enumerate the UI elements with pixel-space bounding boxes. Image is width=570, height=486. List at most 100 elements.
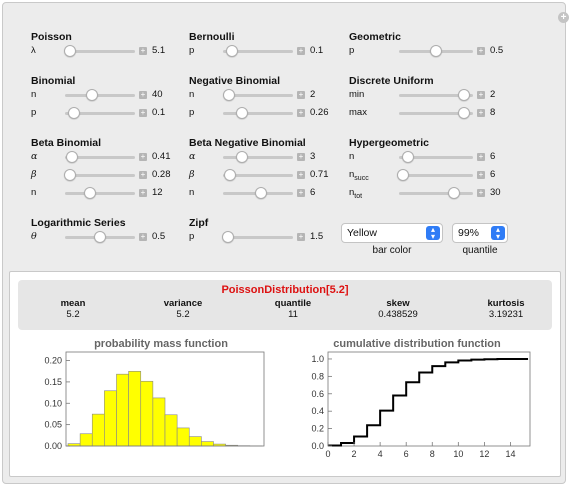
slider-label: α <box>31 151 37 163</box>
pmf-bar <box>152 397 166 447</box>
slider-label: n <box>189 89 194 101</box>
cdf-title: cumulative distribution function <box>333 338 501 350</box>
slider-track[interactable] <box>399 94 473 97</box>
slider-track[interactable] <box>223 156 293 159</box>
slider-label: β <box>189 169 195 181</box>
slider-thumb[interactable] <box>94 231 106 243</box>
slider-row: n +40 <box>31 89 211 101</box>
slider-thumb[interactable] <box>458 107 470 119</box>
slider-track[interactable] <box>399 174 473 177</box>
slider-track[interactable] <box>223 94 293 97</box>
quantile-select[interactable]: 99% ▴ ▾ <box>452 223 508 243</box>
slider-thumb[interactable] <box>84 187 97 199</box>
slider-track[interactable] <box>399 112 473 115</box>
param-group-title: Zipf <box>189 217 209 229</box>
cdf-xtick-label: 12 <box>479 449 489 459</box>
expand-icon[interactable]: + <box>297 90 305 99</box>
param-group-title: Beta Negative Binomial <box>189 137 306 149</box>
expand-icon[interactable]: + <box>139 108 147 117</box>
pmf-bar <box>104 390 117 447</box>
expand-icon[interactable]: + <box>139 90 147 99</box>
expand-icon[interactable]: + <box>139 170 147 179</box>
cdf-ytick-label: 0.8 <box>311 371 324 381</box>
slider-track[interactable] <box>65 50 135 53</box>
slider-label: n <box>31 187 36 199</box>
slider-label-text: β <box>31 169 37 180</box>
slider-label: p <box>31 107 36 119</box>
bar-color-select[interactable]: Yellow ▴ ▾ <box>341 223 443 243</box>
cdf-ytick-label: 0.0 <box>311 441 324 451</box>
slider-thumb[interactable] <box>224 169 237 181</box>
slider-track[interactable] <box>65 192 135 195</box>
slider-track[interactable] <box>223 50 293 53</box>
cdf-ytick-label: 0.6 <box>311 389 324 399</box>
slider-thumb[interactable] <box>430 45 442 57</box>
cdf-ytick-label: 0.4 <box>311 406 324 416</box>
slider-track[interactable] <box>223 174 293 177</box>
expand-icon[interactable]: + <box>297 232 305 241</box>
stat-label: quantile <box>274 298 312 309</box>
slider-track[interactable] <box>65 174 135 177</box>
expand-icon[interactable]: + <box>297 46 305 55</box>
param-group-title: Bernoulli <box>189 31 235 43</box>
slider-thumb[interactable] <box>66 151 79 163</box>
expand-icon[interactable]: + <box>477 90 485 99</box>
slider-label: n <box>31 89 36 101</box>
slider-track[interactable] <box>399 192 473 195</box>
expand-icon[interactable]: + <box>477 188 485 197</box>
param-group-title: Negative Binomial <box>189 75 281 87</box>
slider-value: 12 <box>152 187 163 198</box>
slider-track[interactable] <box>65 94 135 97</box>
slider-track[interactable] <box>223 112 293 115</box>
slider-label: p <box>189 45 194 57</box>
expand-icon[interactable]: + <box>139 188 147 197</box>
slider-value: 40 <box>152 89 163 100</box>
cdf-frame <box>327 351 531 447</box>
slider-row: n +6 <box>189 187 369 199</box>
cdf-xtick-label: 4 <box>378 449 383 459</box>
expand-icon[interactable]: + <box>477 152 485 161</box>
slider-label: α <box>189 151 195 163</box>
slider-thumb[interactable] <box>64 169 77 181</box>
slider-label: min <box>349 89 364 101</box>
slider-thumb[interactable] <box>235 151 248 163</box>
stat-quantile: quantile 11 <box>243 298 343 320</box>
slider-thumb[interactable] <box>64 45 77 57</box>
slider-thumb[interactable] <box>222 231 235 243</box>
slider-track[interactable] <box>223 236 293 239</box>
stat-value: 0.438529 <box>378 309 418 320</box>
slider-thumb[interactable] <box>225 45 238 57</box>
expand-icon[interactable]: + <box>139 232 147 241</box>
expand-icon[interactable]: + <box>477 108 485 117</box>
expand-icon[interactable]: + <box>139 46 147 55</box>
slider-track[interactable] <box>65 156 135 159</box>
slider-track[interactable] <box>65 112 135 115</box>
slider-thumb[interactable] <box>402 151 414 163</box>
add-icon[interactable]: + <box>558 12 569 23</box>
slider-thumb[interactable] <box>222 89 235 101</box>
slider-value: 2 <box>310 89 316 100</box>
expand-icon[interactable]: + <box>477 170 485 179</box>
slider-thumb[interactable] <box>255 187 268 199</box>
slider-thumb[interactable] <box>447 187 460 199</box>
expand-icon[interactable]: + <box>477 46 485 55</box>
expand-icon[interactable]: + <box>297 108 305 117</box>
expand-icon[interactable]: + <box>297 170 305 179</box>
slider-thumb[interactable] <box>67 107 80 119</box>
expand-icon[interactable]: + <box>297 152 305 161</box>
slider-thumb[interactable] <box>397 169 410 181</box>
slider-label: n <box>349 151 354 163</box>
slider-thumb[interactable] <box>86 89 99 101</box>
expand-icon[interactable]: + <box>139 152 147 161</box>
slider-label-text: p <box>189 231 195 242</box>
slider-label: max <box>349 107 367 119</box>
slider-label-text: α <box>189 151 196 162</box>
expand-icon[interactable]: + <box>297 188 305 197</box>
slider-thumb[interactable] <box>236 107 249 119</box>
slider-value: 0.5 <box>490 45 504 56</box>
slider-track[interactable] <box>399 156 473 159</box>
slider-row: min +2 <box>349 89 529 101</box>
stat-value: 11 <box>288 309 298 320</box>
slider-thumb[interactable] <box>458 89 470 101</box>
slider-row: α +3 <box>189 151 369 163</box>
